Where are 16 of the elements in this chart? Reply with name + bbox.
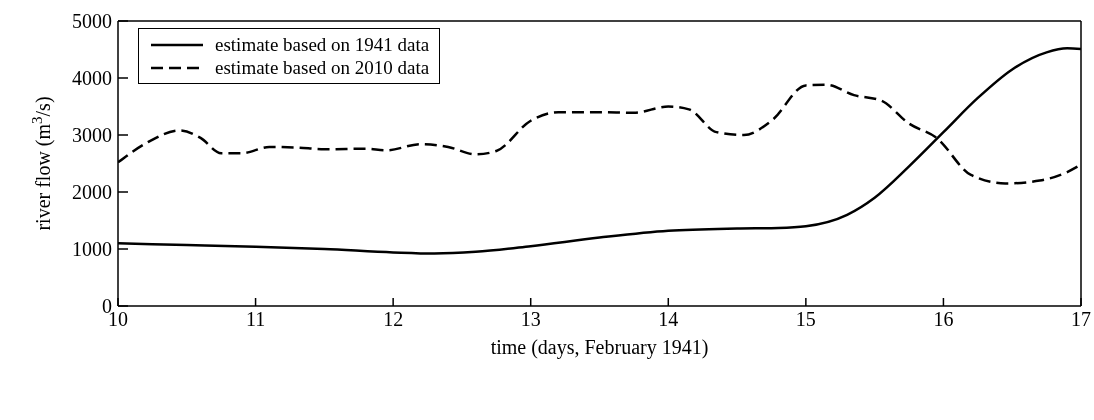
legend-label: estimate based on 2010 data	[215, 56, 430, 79]
y-tick-label: 2000	[72, 181, 112, 204]
x-tick-label: 16	[933, 308, 954, 331]
x-tick-label: 11	[245, 308, 266, 331]
x-tick-label: 13	[520, 308, 541, 331]
y-tick-label: 3000	[72, 124, 112, 147]
x-tick-label: 14	[658, 308, 679, 331]
x-tick-label: 12	[383, 308, 404, 331]
y-tick-label: 5000	[72, 10, 112, 33]
y-tick-label: 1000	[72, 238, 112, 261]
x-axis-title: time (days, February 1941)	[490, 336, 709, 359]
y-tick-label: 4000	[72, 67, 112, 90]
x-tick-label: 15	[795, 308, 816, 331]
y-tick-label: 0	[102, 295, 112, 318]
legend-label: estimate based on 1941 data	[215, 33, 430, 56]
x-tick-label: 17	[1071, 308, 1091, 331]
